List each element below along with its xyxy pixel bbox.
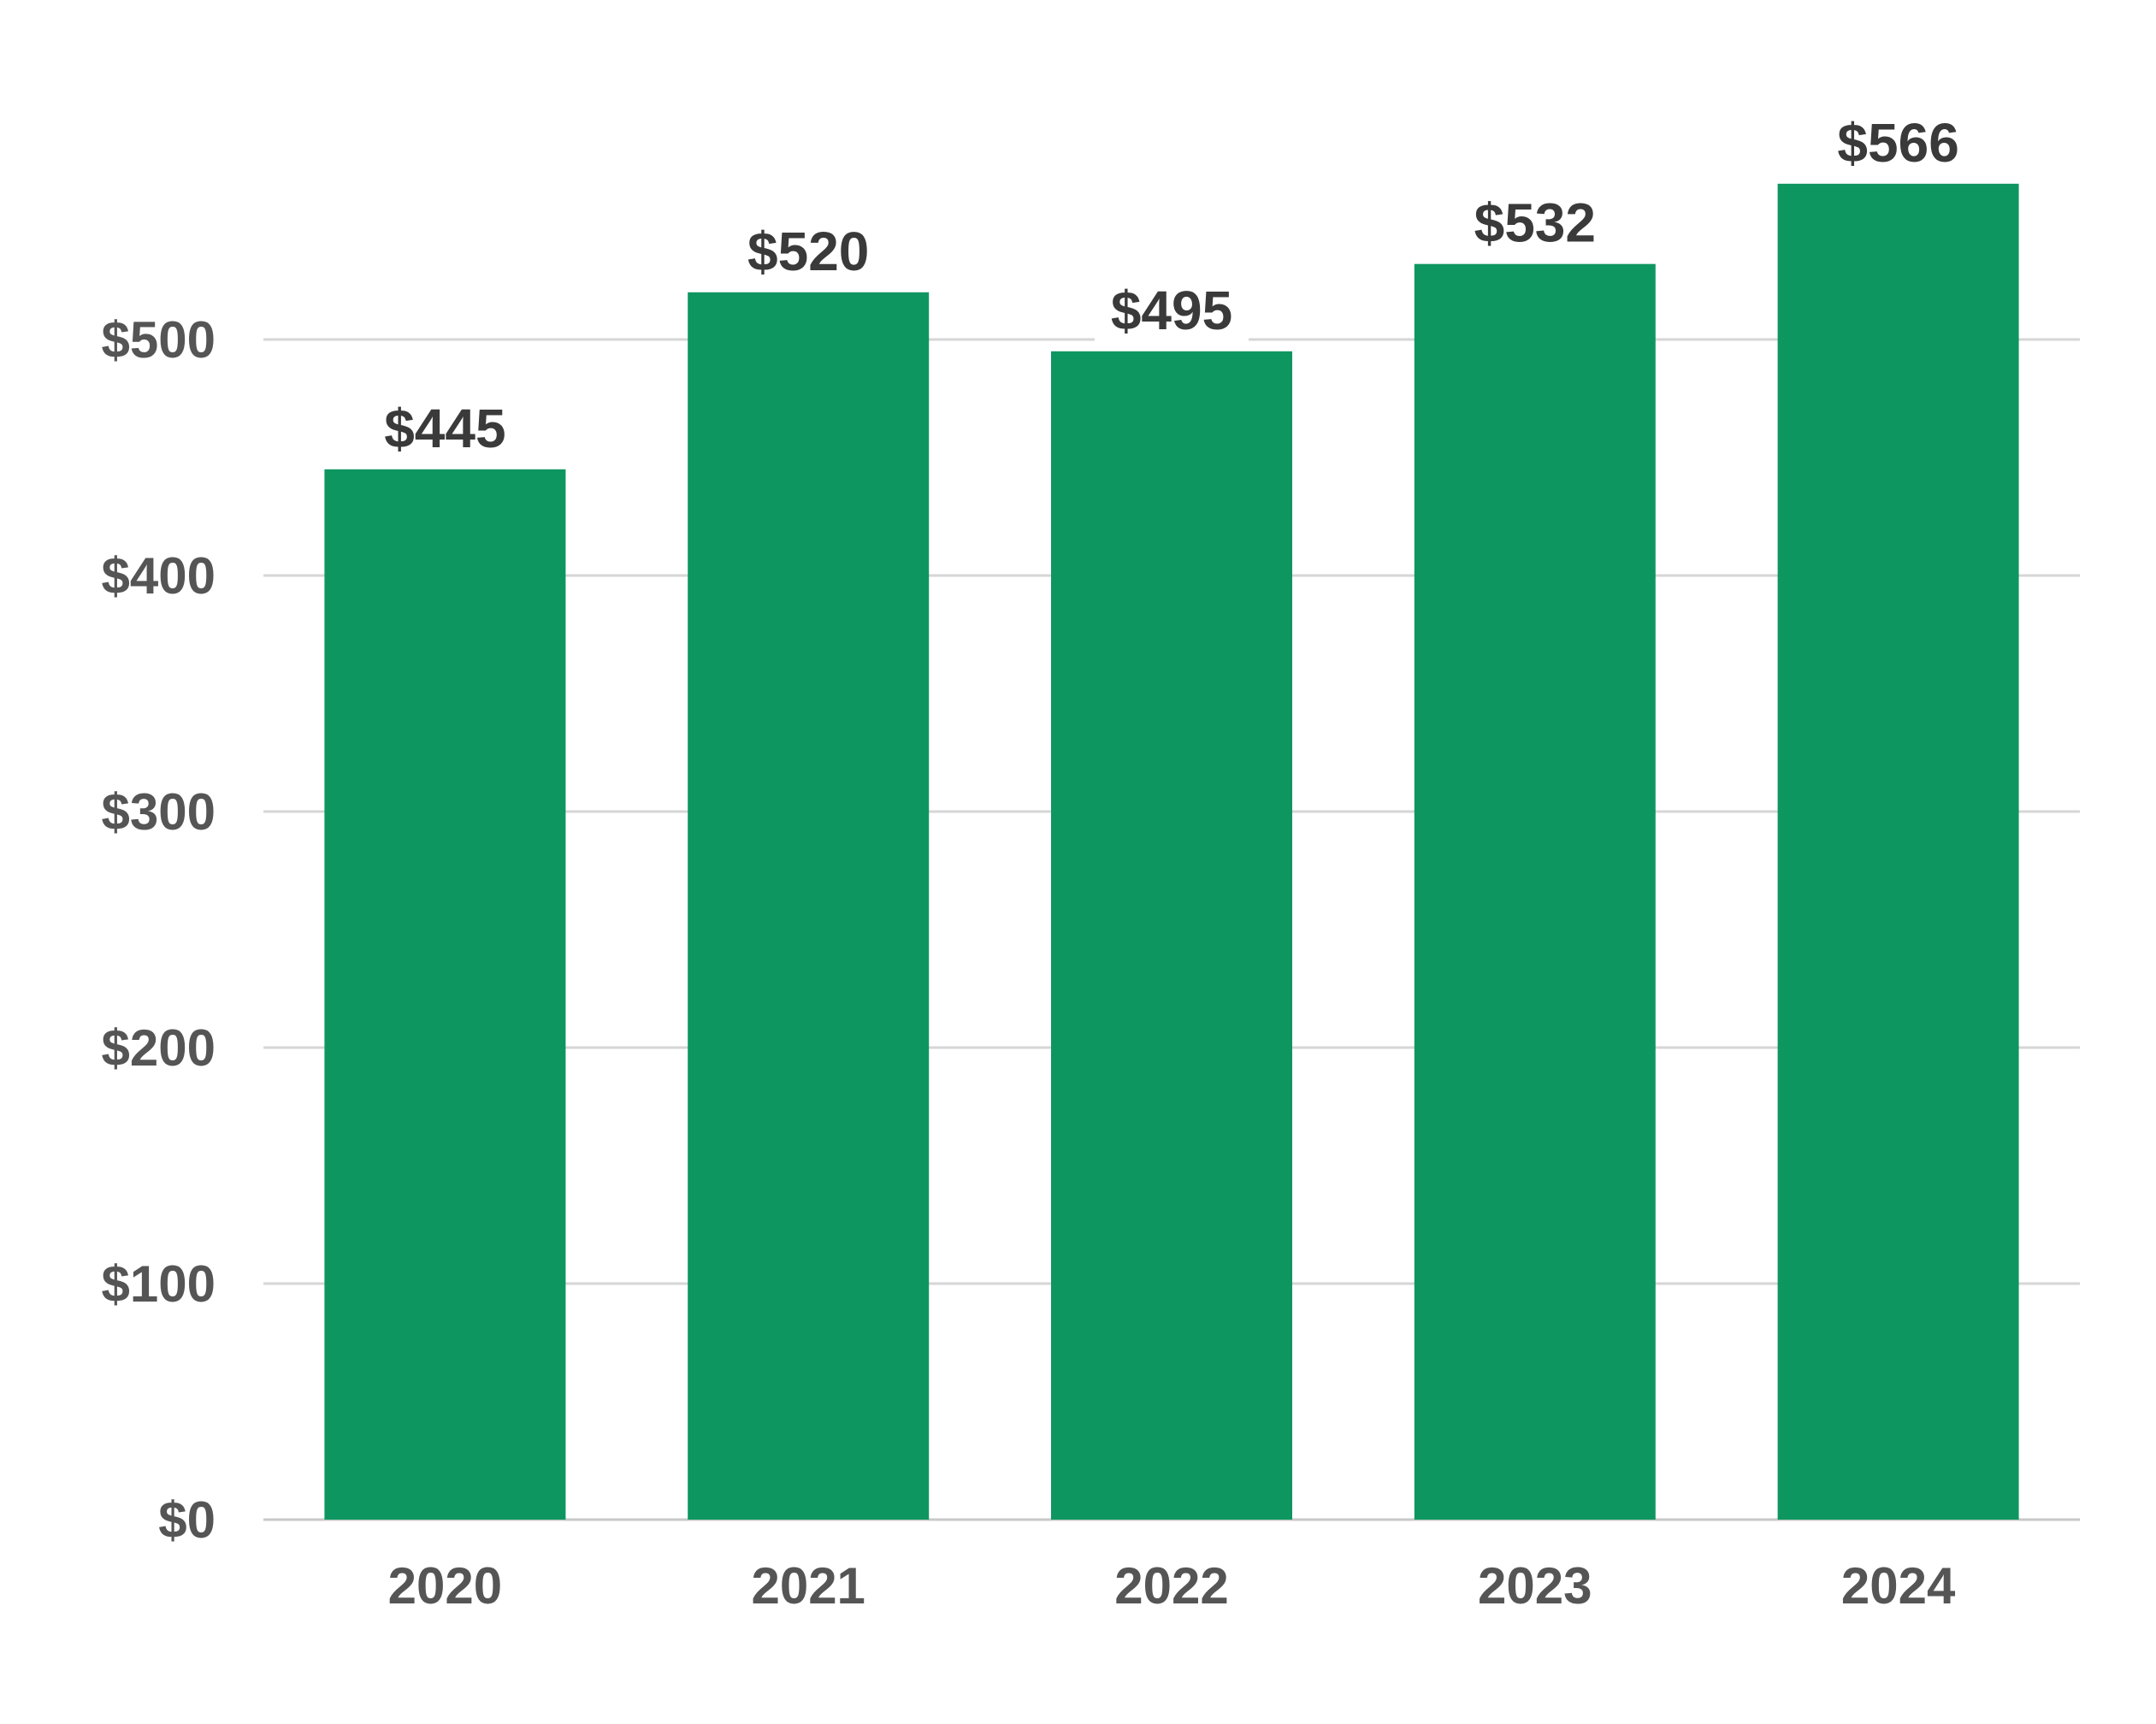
bar-2021 bbox=[688, 292, 930, 1520]
x-tick-label: 2022 bbox=[1114, 1557, 1228, 1615]
data-label: $445 bbox=[384, 398, 505, 459]
data-label: $495 bbox=[1111, 280, 1232, 341]
y-tick-label: $100 bbox=[102, 1255, 216, 1313]
bar-2024 bbox=[1777, 183, 2019, 1520]
data-label-background bbox=[1095, 284, 1249, 345]
data-label-background bbox=[368, 402, 523, 463]
x-tick-label: 2021 bbox=[751, 1557, 865, 1615]
bar-2020 bbox=[324, 469, 566, 1520]
x-axis-tick-labels: 2020 2021 2022 2023 2024 bbox=[388, 1557, 1956, 1615]
data-label-background bbox=[1457, 197, 1612, 257]
data-label: $532 bbox=[1474, 192, 1596, 254]
data-labels: $445 $520 $495 $532 $566 bbox=[368, 112, 1976, 463]
data-label: $566 bbox=[1837, 112, 1958, 174]
y-tick-label: $200 bbox=[102, 1019, 216, 1077]
y-tick-label: $500 bbox=[102, 311, 216, 369]
y-axis-tick-labels: $0 $100 $200 $300 $400 $500 bbox=[102, 311, 216, 1549]
x-tick-label: 2024 bbox=[1841, 1557, 1956, 1615]
data-label: $520 bbox=[747, 221, 869, 282]
y-tick-label: $300 bbox=[102, 783, 216, 841]
y-tick-label: $0 bbox=[158, 1491, 216, 1549]
bars bbox=[324, 183, 2019, 1520]
bar-2023 bbox=[1414, 263, 1656, 1520]
y-tick-label: $400 bbox=[102, 547, 216, 605]
x-tick-label: 2023 bbox=[1478, 1557, 1592, 1615]
bar-2022 bbox=[1051, 351, 1292, 1520]
data-label-background bbox=[1821, 116, 1976, 177]
data-label-background bbox=[731, 225, 886, 286]
x-tick-label: 2020 bbox=[388, 1557, 502, 1615]
